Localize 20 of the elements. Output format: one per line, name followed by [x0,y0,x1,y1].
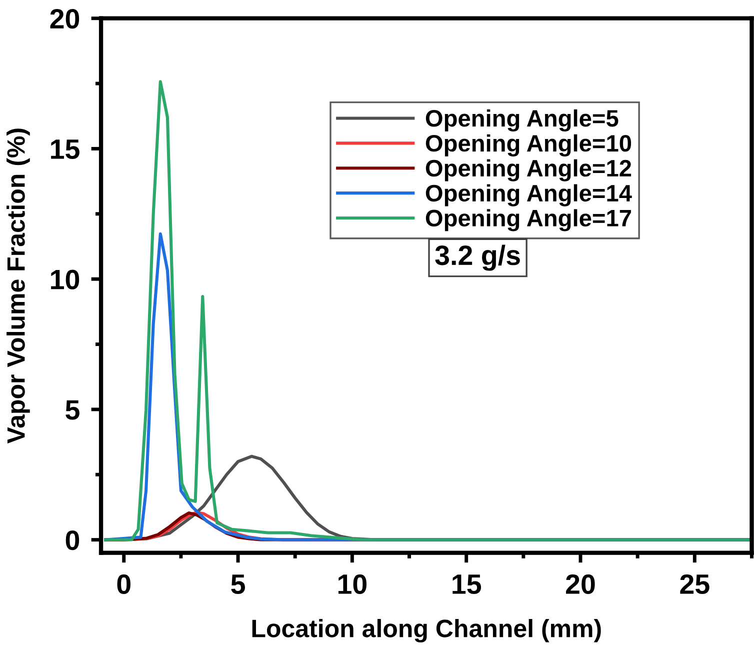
y-tick-label: 15 [51,140,80,160]
y-tick-label: 0 [66,530,80,550]
line-series [104,80,751,542]
legend-label: Opening Angle=10 [426,134,632,156]
legend-label: Opening Angle=14 [426,184,632,206]
x-tick-label: 5 [231,574,245,594]
x-tick-label: 10 [338,574,366,594]
legend-label: Opening Angle=17 [426,209,631,232]
y-tick-label: 20 [50,9,80,29]
x-tick-label: 25 [680,574,710,594]
x-tick-label: 20 [566,574,595,594]
annotation: 3.2 g/s [435,244,520,271]
y-tick-label: 10 [51,270,80,290]
x-axis-title: Location along Channel (mm) [252,618,601,642]
legend-label: Opening Angle=5 [426,109,618,132]
legend-label: Opening Angle=12 [426,159,632,182]
y-axis-title: Vapor Volume Fraction (%) [6,128,30,444]
x-tick-label: 15 [452,574,482,594]
y-tick-label: 5 [66,400,80,420]
x-tick-label: 0 [117,574,130,594]
